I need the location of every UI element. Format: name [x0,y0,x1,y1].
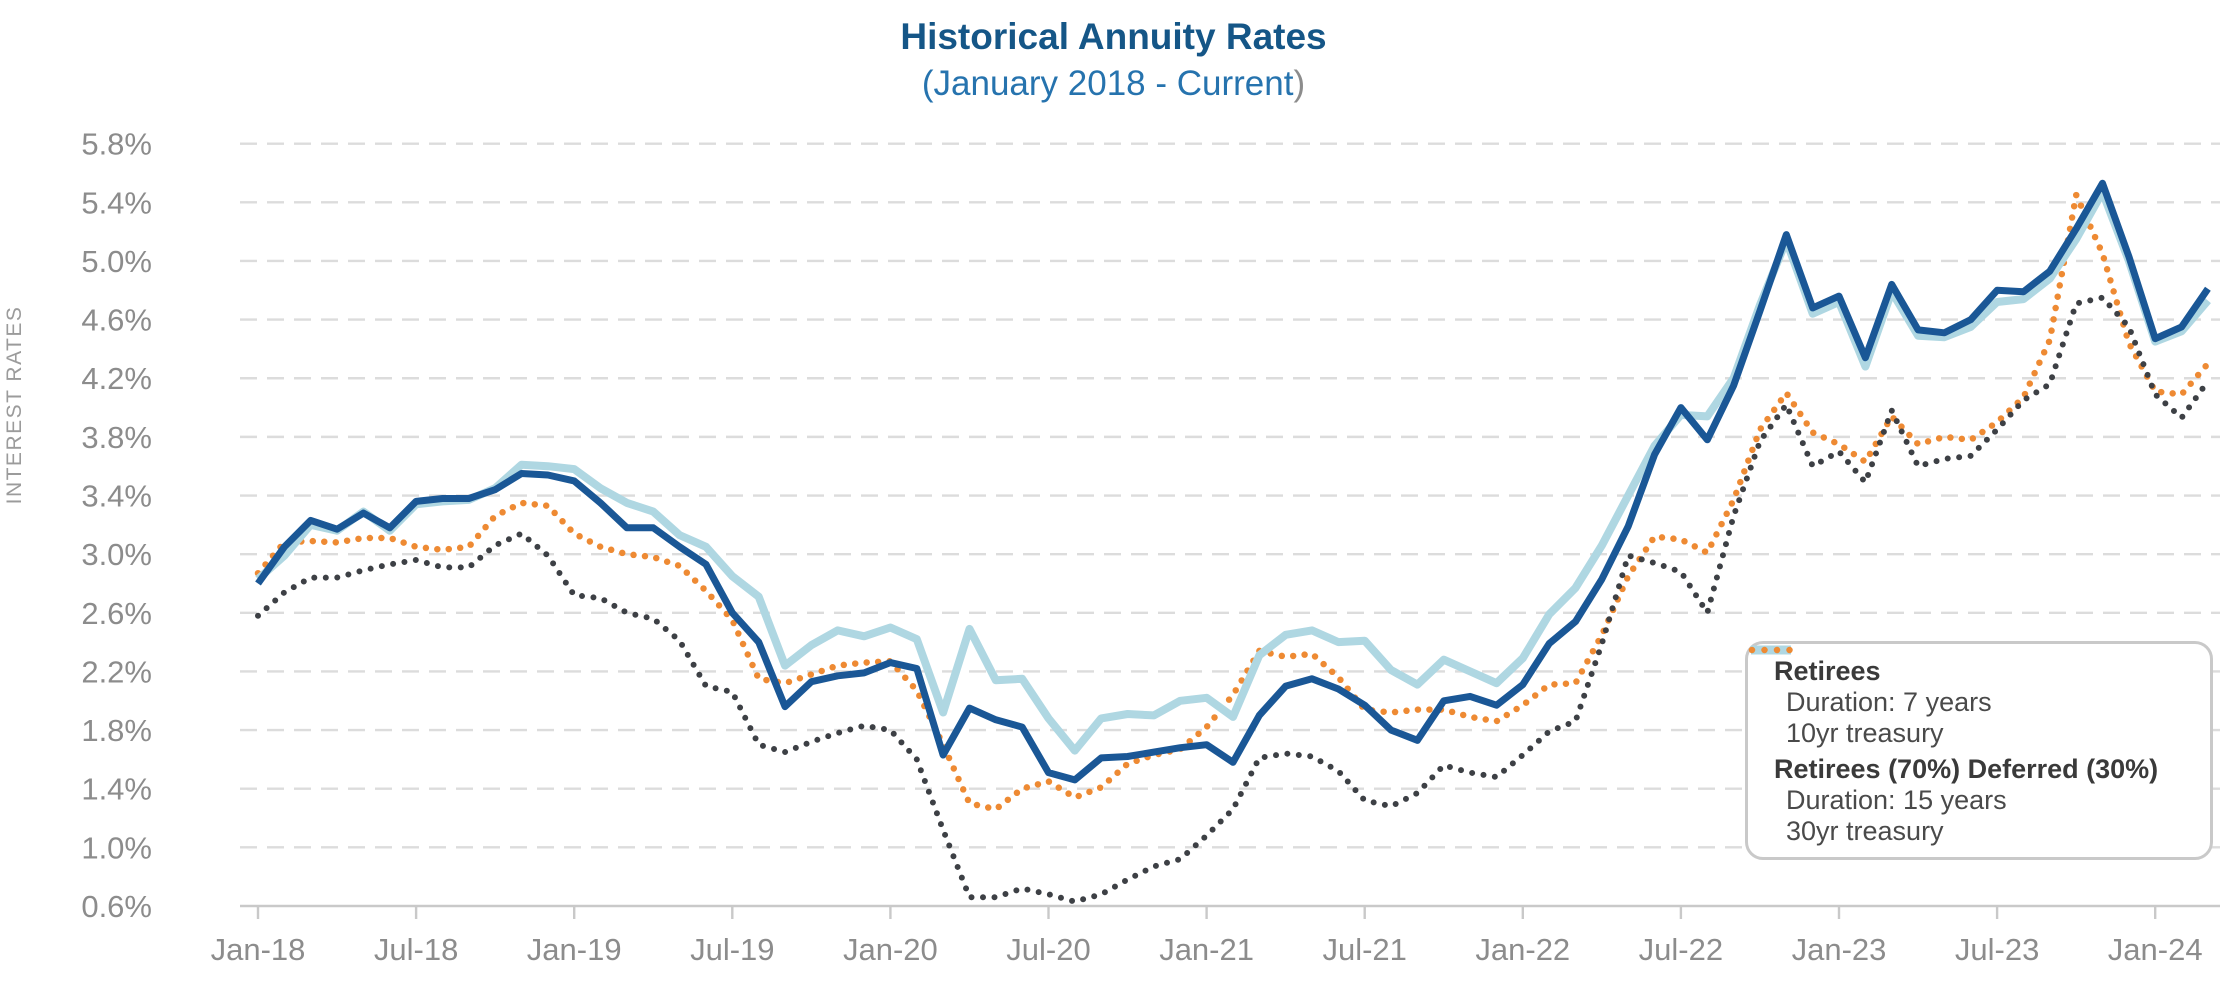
y-tick-label: 5.4% [81,185,152,220]
y-tick-label: 1.4% [81,772,152,807]
y-tick-label: 2.6% [81,596,152,631]
y-tick-label: 2.2% [81,654,152,689]
x-tick-label: Jan-22 [1475,932,1570,967]
dotted-line-swatch-icon [1748,646,1794,654]
series-line-retirees-10yr-treasury [255,294,2211,905]
y-tick-label: 5.0% [81,244,152,279]
legend-item-10yr-treasury: 10yr treasury [1749,647,2210,749]
x-tick-label: Jan-19 [527,932,622,967]
legend-item-label: 30yr treasury [1786,816,1944,846]
chart-title: Historical Annuity Rates [900,16,1327,57]
y-tick-label: 5.8% [81,127,152,162]
x-tick-label: Jan-21 [1159,932,1254,967]
x-tick-label: Jan-20 [843,932,938,967]
solid-line-swatch-icon [1751,645,1791,655]
y-tick-label: 3.8% [81,420,152,455]
legend-item-label: 10yr treasury [1786,718,1944,748]
x-tick-label: Jan-24 [2108,932,2203,967]
x-tick-label: Jan-23 [1792,932,1887,967]
legend-item-label: Duration: 7 years [1786,687,1992,717]
legend-item-30yr-treasury: 30yr treasury [1748,646,2210,847]
legend-item-duration-15-years: Duration: 15 years [1751,645,2210,816]
x-tick-label: Jan-18 [211,932,306,967]
y-tick-label: 0.6% [81,889,152,924]
y-tick-label: 1.0% [81,830,152,865]
chart-subtitle-text: (January 2018 - Current [921,64,1294,103]
x-tick-label: Jul-21 [1322,932,1406,967]
x-tick-label: Jul-18 [374,932,458,967]
legend-item-duration-7-years: Duration: 7 years [1751,645,2210,718]
y-tick-label: 3.0% [81,537,152,572]
legend-group-deferred-header: Retirees (70%) Deferred (30%) [1774,754,2159,784]
y-tick-label: 4.6% [81,303,152,338]
y-tick-label: 3.4% [81,479,152,514]
legend-group-retirees-header: Retirees [1774,656,1881,686]
y-tick-label: 1.8% [81,713,152,748]
chart-subtitle-paren: ) [1293,64,1306,103]
chart-legend: Retirees Duration: 7 years 10yr treasury… [1745,641,2213,860]
x-tick-label: Jul-23 [1955,932,2039,967]
x-tick-label: Jul-22 [1639,932,1723,967]
y-tick-label: 4.2% [81,361,152,396]
legend-item-label: Duration: 15 years [1786,785,2007,815]
x-tick-label: Jul-20 [1006,932,1090,967]
series-line-retirees-duration-7-years [255,179,2211,784]
x-tick-label: Jul-19 [690,932,774,967]
chart-subtitle: (January 2018 - Current) [0,64,2227,104]
